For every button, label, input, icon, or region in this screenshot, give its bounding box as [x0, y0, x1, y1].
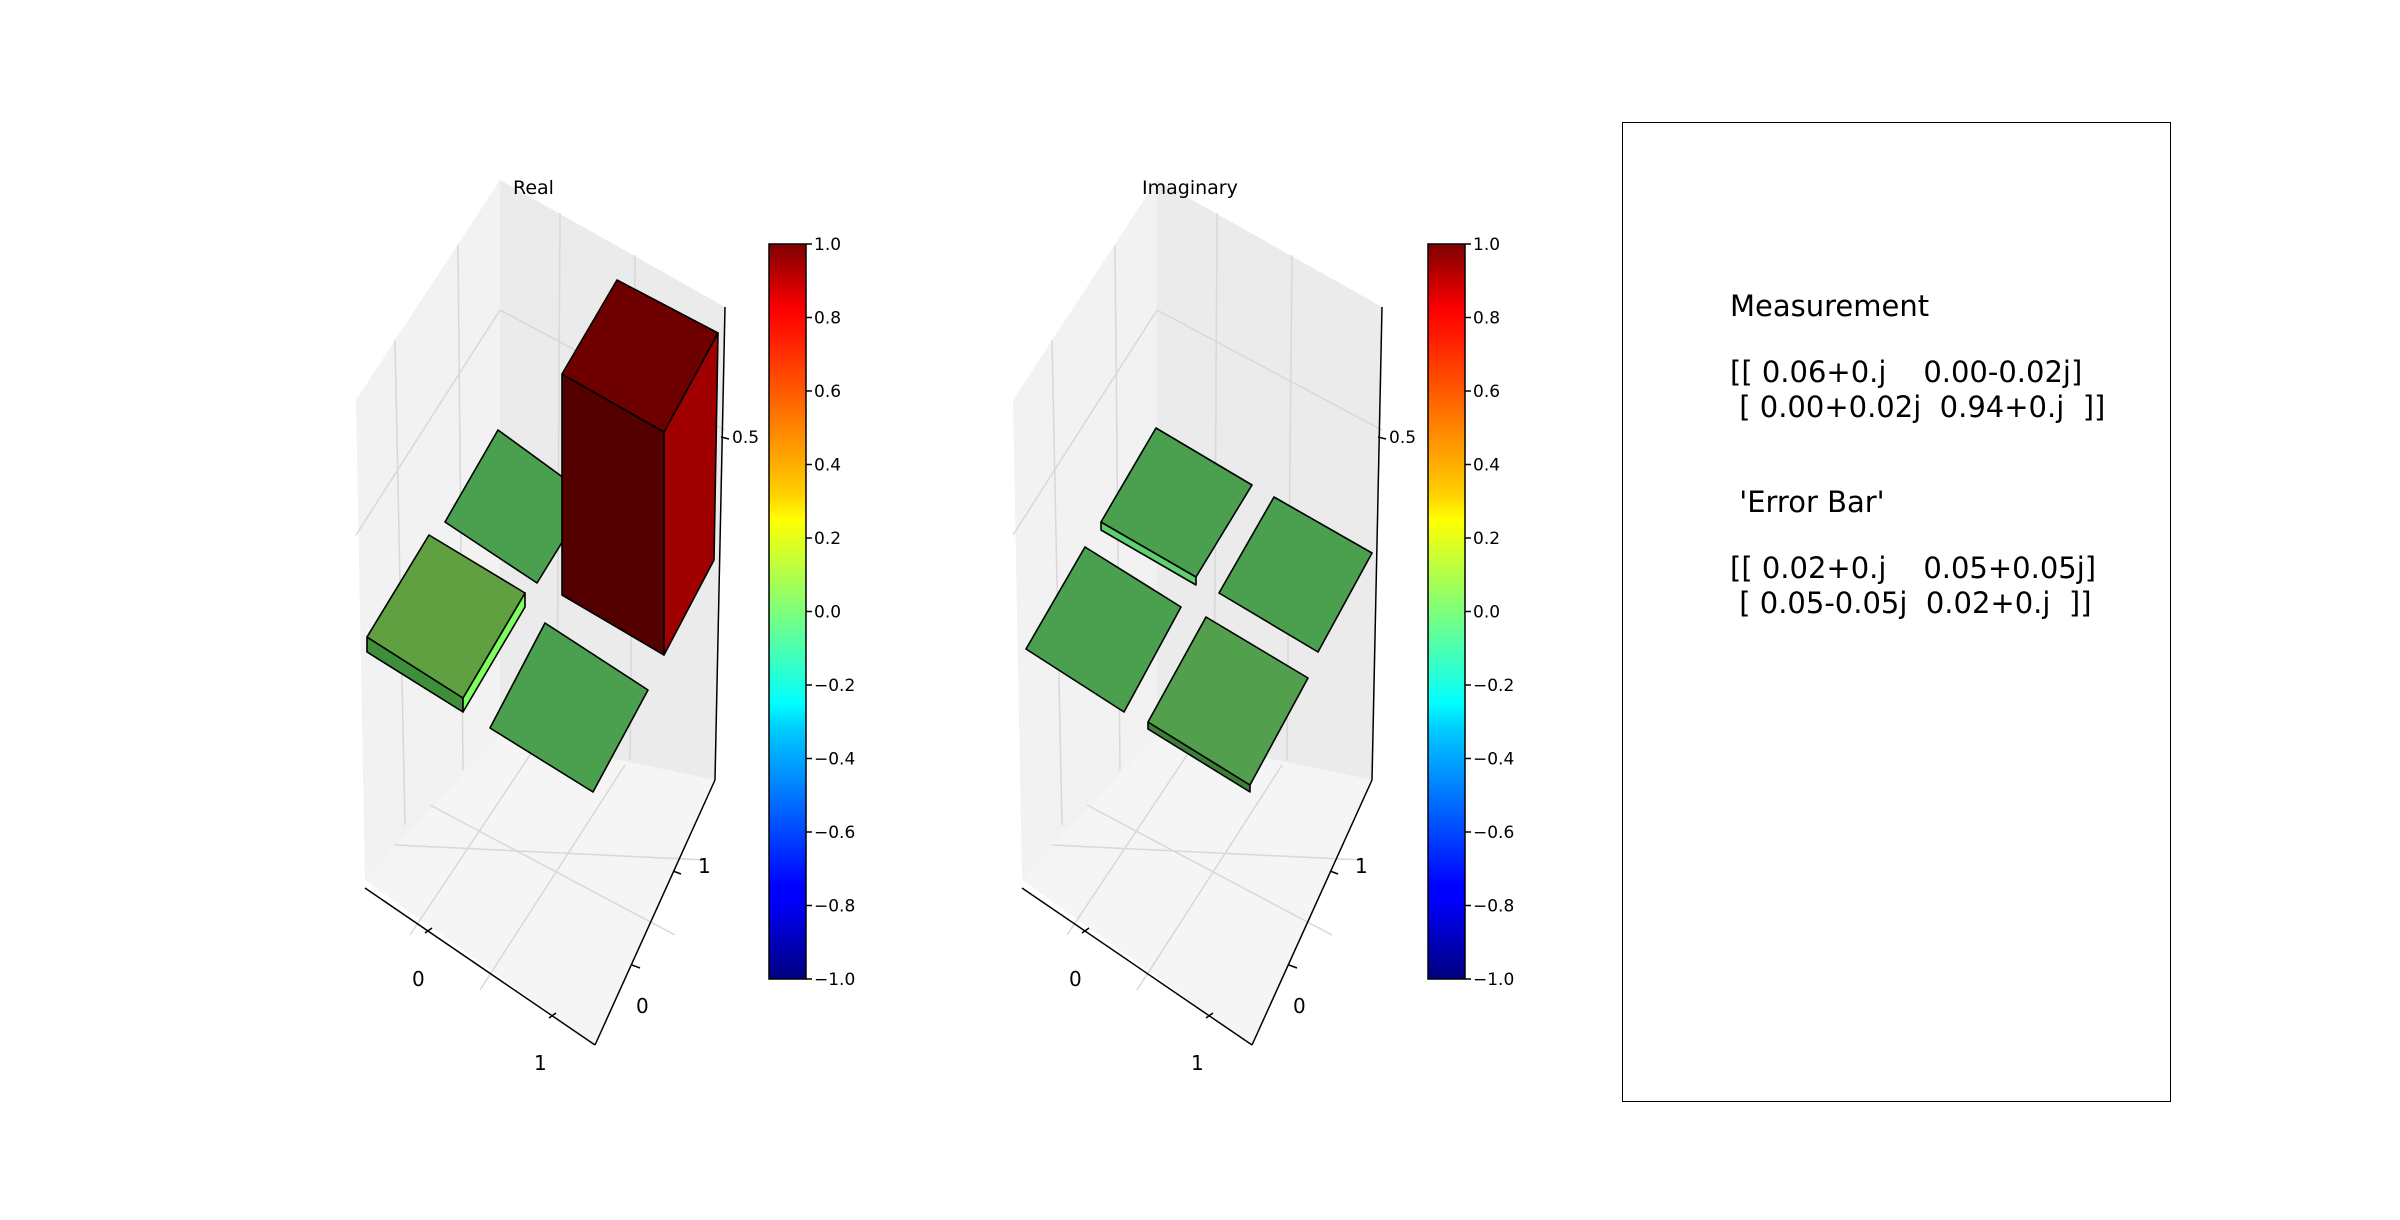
- colorbar-tick-label: 0.4: [814, 456, 841, 476]
- colorbar-tick-label: −0.4: [1473, 750, 1514, 770]
- y-tick-label: 0: [1293, 994, 1306, 1018]
- colorbar-tick-label: 0.0: [1473, 603, 1500, 623]
- axes-lines: [1021, 306, 1387, 1046]
- bar-top: [366, 534, 526, 699]
- measurement-info-box: Measurement [[ 0.06+0.j 0.00-0.02j] [ 0.…: [1622, 122, 2171, 1102]
- bars: [366, 279, 719, 793]
- colorbar-real: 1.0 0.8 0.6 0.4 0.2 0.0 −0.2 −0.4 −0.6 −0.8 −1.0: [768, 235, 855, 990]
- real-3d-panel: Real 0 1 0 1 0.5: [355, 177, 759, 1075]
- bar-top: [561, 279, 719, 433]
- colorbar-tick-label: 0.8: [814, 309, 841, 329]
- colorbar-tick-label: −0.8: [814, 897, 855, 917]
- error-bar-label: 'Error Bar': [1730, 485, 1885, 519]
- colorbar-gradient: [768, 243, 807, 980]
- error-bar-matrix-row2: [ 0.05-0.05j 0.02+0.j ]]: [1730, 586, 2092, 620]
- y-tick-label: 1: [1355, 854, 1368, 878]
- error-bar-matrix-row1: [[ 0.02+0.j 0.05+0.05j]: [1730, 551, 2097, 585]
- bar-top: [1025, 546, 1182, 713]
- bar-top: [489, 622, 649, 793]
- colorbar-tick-label: −1.0: [814, 970, 855, 990]
- z-tick-label: 0.5: [1389, 428, 1416, 448]
- colorbar-tick-label: 1.0: [814, 235, 841, 255]
- axes-lines: [364, 306, 730, 1046]
- panel-title: Imaginary: [1142, 177, 1238, 199]
- colorbar-tick-label: 0.2: [1473, 529, 1500, 549]
- z-tick-label: 0.5: [732, 428, 759, 448]
- bars: [1025, 427, 1373, 793]
- colorbar-tick-label: −0.4: [814, 750, 855, 770]
- colorbar-tick-label: 0.0: [814, 603, 841, 623]
- measurement-label: Measurement: [1730, 289, 1930, 323]
- colorbar-tick-label: 0.6: [1473, 382, 1500, 402]
- x-tick-label: 1: [534, 1051, 547, 1075]
- floor-pane: [1022, 735, 1372, 1045]
- x-tick-label: 1: [1191, 1051, 1204, 1075]
- measurement-matrix-row1: [[ 0.06+0.j 0.00-0.02j]: [1730, 355, 2083, 389]
- colorbar-tick-label: −0.6: [1473, 823, 1514, 843]
- panel-title: Real: [513, 177, 554, 199]
- colorbar-tick-label: −1.0: [1473, 970, 1514, 990]
- colorbar-tick-label: 0.2: [814, 529, 841, 549]
- x-tick-label: 0: [1069, 967, 1082, 991]
- colorbar-tick-label: −0.2: [1473, 676, 1514, 696]
- colorbar-tick-label: −0.8: [1473, 897, 1514, 917]
- x-tick-label: 0: [412, 967, 425, 991]
- colorbar-tick-label: 0.6: [814, 382, 841, 402]
- colorbar-tick-label: 1.0: [1473, 235, 1500, 255]
- measurement-matrix-row2: [ 0.00+0.02j 0.94+0.j ]]: [1730, 390, 2106, 424]
- colorbar-tick-label: 0.4: [1473, 456, 1500, 476]
- floor-pane: [365, 735, 715, 1045]
- y-tick-label: 1: [698, 854, 711, 878]
- bar-top: [1100, 427, 1253, 578]
- bar-top: [1147, 616, 1309, 786]
- imaginary-3d-panel: Imaginary 0 1 0 1 0.5: [1012, 177, 1416, 1075]
- colorbar-tick-label: −0.6: [814, 823, 855, 843]
- colorbar-imaginary: 1.0 0.8 0.6 0.4 0.2 0.0 −0.2 −0.4 −0.6 −0.8 −1.0: [1427, 235, 1514, 990]
- colorbar-tick-label: 0.8: [1473, 309, 1500, 329]
- colorbar-gradient: [1427, 243, 1466, 980]
- y-tick-label: 0: [636, 994, 649, 1018]
- colorbar-tick-label: −0.2: [814, 676, 855, 696]
- bar-top: [1218, 496, 1373, 653]
